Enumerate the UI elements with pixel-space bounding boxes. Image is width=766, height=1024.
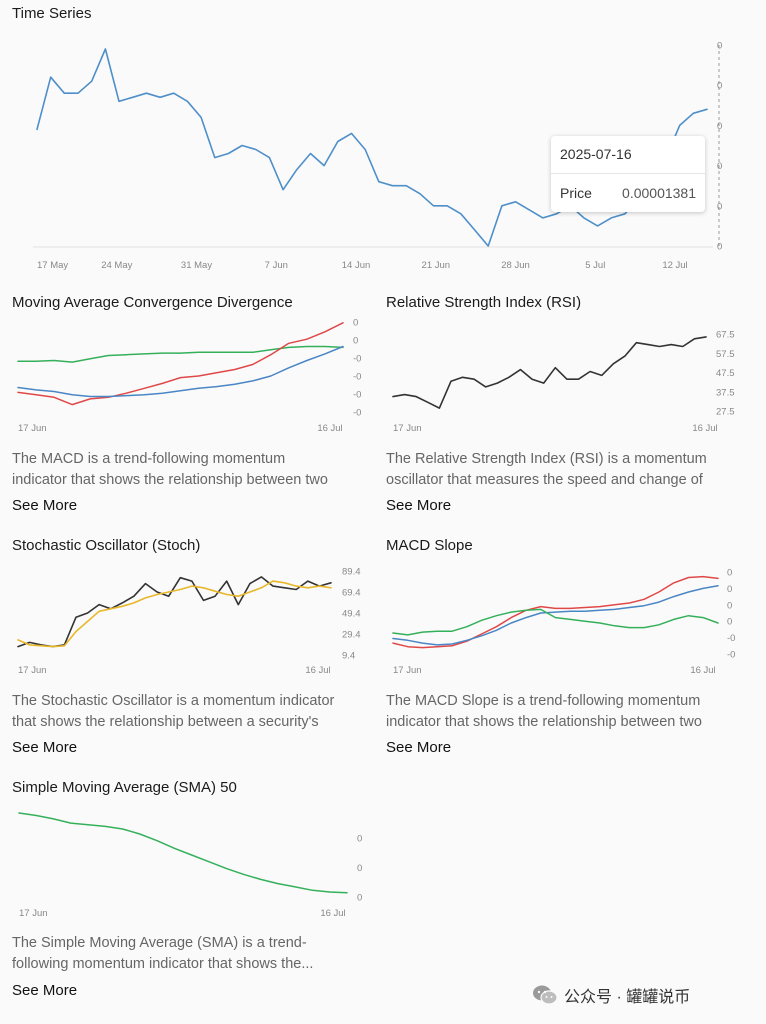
y-tick-label: 0: [727, 568, 732, 579]
y-tick-label: 37.5: [716, 387, 735, 398]
time-series-chart[interactable]: 0 0 0 0 0 0 17 May 24 May 31 May 7 Jun 14 Jun 21 Ju…: [0, 0, 766, 290]
macd-slope-chart[interactable]: 0 0 0 0 -0 -0 17 Jun 16 Jul: [0, 0, 766, 700]
y-tick-label: 49.4: [342, 609, 361, 620]
series-line-price: [36, 48, 708, 247]
tooltip-date: 2025-07-16: [560, 146, 632, 162]
y-tick-label: -0: [353, 390, 361, 401]
macd-see-more-link[interactable]: See More: [12, 497, 78, 514]
y-tick-label: 27.5: [716, 407, 735, 418]
y-tick-label: 0: [717, 81, 722, 92]
x-tick-label: 16 Jul: [320, 908, 345, 919]
sma-description: The Simple Moving Average (SMA) is a tre…: [12, 933, 368, 975]
macd-slope-see-more-link[interactable]: See More: [386, 739, 452, 756]
x-tick-label: 28 Jun: [501, 260, 530, 271]
x-tick-label: 24 May: [101, 260, 132, 271]
watermark-text: 公众号 · 罐罐说币: [564, 989, 691, 1006]
y-tick-label: 0: [357, 863, 362, 874]
y-tick-label: -0: [727, 633, 735, 644]
y-tick-label: 0: [717, 242, 722, 253]
y-tick-label: 0: [717, 41, 722, 52]
rsi-see-more-link[interactable]: See More: [386, 497, 452, 514]
x-tick-label: 5 Jul: [585, 260, 605, 271]
y-tick-label: 0: [717, 201, 722, 212]
watermark: 公众号 · 罐罐说币: [532, 983, 690, 1007]
macd-chart[interactable]: 0 0 -0 -0 -0 -0 17 Jun 16 Jul: [0, 0, 766, 450]
x-tick-label: 12 Jul: [662, 260, 687, 271]
series-line-slope-a: [392, 575, 719, 649]
sma-chart[interactable]: 0 0 0 17 Jun 16 Jul: [0, 0, 766, 940]
x-tick-label: 16 Jul: [692, 423, 717, 434]
y-tick-label: 57.5: [716, 349, 735, 360]
y-tick-label: 0: [727, 584, 732, 595]
y-tick-label: 0: [727, 617, 732, 628]
x-tick-label: 16 Jul: [305, 665, 330, 676]
x-tick-label: 7 Jun: [265, 260, 288, 271]
sma-title: Simple Moving Average (SMA) 50: [12, 779, 237, 796]
y-tick-label: 0: [357, 834, 362, 845]
series-line-slope-b: [392, 584, 719, 646]
y-tick-label: 0: [727, 600, 732, 611]
x-tick-label: 16 Jul: [317, 423, 342, 434]
x-tick-label: 31 May: [181, 260, 212, 271]
x-tick-label: 17 Jun: [393, 665, 422, 676]
series-line-sma-50: [18, 812, 348, 894]
y-tick-label: 0: [353, 336, 358, 347]
x-tick-label: 17 Jun: [393, 423, 422, 434]
series-line-macd: [17, 322, 344, 406]
stoch-chart[interactable]: 89.4 69.4 49.4 29.4 9.4 17 Jun 16 Jul: [0, 0, 766, 700]
x-tick-label: 16 Jul: [690, 665, 715, 676]
series-line-histogram: [17, 345, 344, 398]
x-tick-label: 17 Jun: [19, 908, 48, 919]
rsi-title: Relative Strength Index (RSI): [386, 294, 582, 311]
sma-desc-line-1: The Simple Moving Average (SMA) is a tre…: [12, 935, 307, 951]
y-tick-label: 67.5: [716, 330, 735, 341]
wechat-icon: [532, 984, 558, 1006]
series-line-rsi: [392, 336, 707, 409]
price-tooltip: 2025-07-16 Price 0.00001381: [551, 136, 705, 212]
x-tick-label: 21 Jun: [422, 260, 451, 271]
y-tick-label: 9.4: [342, 651, 355, 662]
y-tick-label: -0: [353, 354, 361, 365]
y-tick-label: 0: [353, 318, 358, 329]
y-tick-label: 69.4: [342, 588, 361, 599]
y-tick-label: 0: [717, 121, 722, 132]
tooltip-label: Price: [560, 185, 592, 201]
stoch-title: Stochastic Oscillator (Stoch): [12, 537, 201, 554]
macd-title: Moving Average Convergence Divergence: [12, 294, 293, 311]
series-line-signal: [17, 345, 344, 363]
series-line--d: [17, 580, 332, 648]
tooltip-divider: [551, 173, 705, 174]
y-tick-label: 29.4: [342, 630, 361, 641]
y-tick-label: -0: [353, 372, 361, 383]
tooltip-value: 0.00001381: [622, 185, 696, 201]
series-line-slope-c: [392, 608, 719, 636]
y-tick-label: 0: [717, 161, 722, 172]
time-series-title: Time Series: [12, 5, 92, 22]
macd-slope-title: MACD Slope: [386, 537, 473, 554]
series-line--k: [17, 576, 332, 648]
x-tick-label: 14 Jun: [342, 260, 371, 271]
y-tick-label: 0: [357, 893, 362, 904]
y-tick-label: 47.5: [716, 368, 735, 379]
x-tick-label: 17 Jun: [18, 423, 47, 434]
y-tick-label: -0: [353, 408, 361, 419]
y-tick-label: -0: [727, 650, 735, 661]
rsi-chart[interactable]: 67.5 57.5 47.5 37.5 27.5 17 Jun 16 Jul: [0, 0, 766, 450]
x-tick-label: 17 May: [37, 260, 68, 271]
sma-see-more-link[interactable]: See More: [12, 982, 78, 999]
x-tick-label: 17 Jun: [18, 665, 47, 676]
sma-desc-line-2: following momentum indicator that shows …: [12, 956, 314, 972]
stoch-see-more-link[interactable]: See More: [12, 739, 78, 756]
y-tick-label: 89.4: [342, 567, 361, 578]
